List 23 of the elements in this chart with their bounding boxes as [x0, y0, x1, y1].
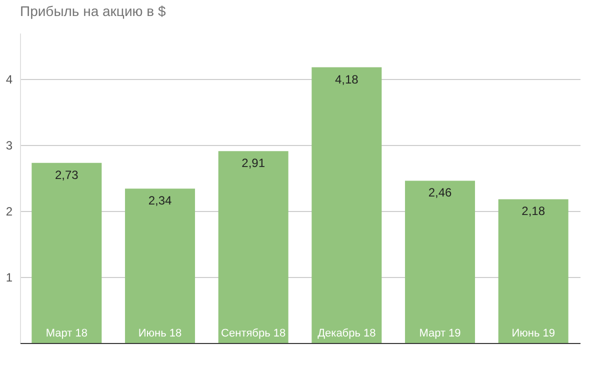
data-label: 2,34 — [148, 194, 172, 208]
bar — [125, 188, 195, 343]
y-tick-label: 4 — [6, 72, 13, 87]
chart-title: Прибыль на акцию в $ — [20, 3, 166, 19]
x-tick-label: Июнь 18 — [138, 328, 182, 340]
bar — [405, 180, 475, 343]
y-tick-label: 1 — [6, 270, 13, 285]
x-tick-label: Март 19 — [419, 328, 461, 340]
x-tick-label: Сентябрь 18 — [221, 328, 286, 340]
data-label: 2,91 — [242, 156, 266, 170]
y-tick-label: 3 — [6, 138, 13, 153]
x-tick-label: Март 18 — [46, 328, 88, 340]
data-label: 2,46 — [428, 186, 452, 200]
bar — [312, 67, 382, 343]
data-label: 4,18 — [334, 72, 359, 86]
x-tick-label: Декабрь 18 — [318, 328, 376, 340]
data-label: 2,18 — [522, 204, 546, 218]
bar — [218, 151, 288, 343]
data-label: 2,73 — [54, 168, 79, 182]
bar — [32, 162, 102, 343]
y-tick-label: 2 — [6, 204, 13, 219]
x-tick-label: Июнь 19 — [512, 328, 555, 340]
bar — [498, 199, 568, 343]
